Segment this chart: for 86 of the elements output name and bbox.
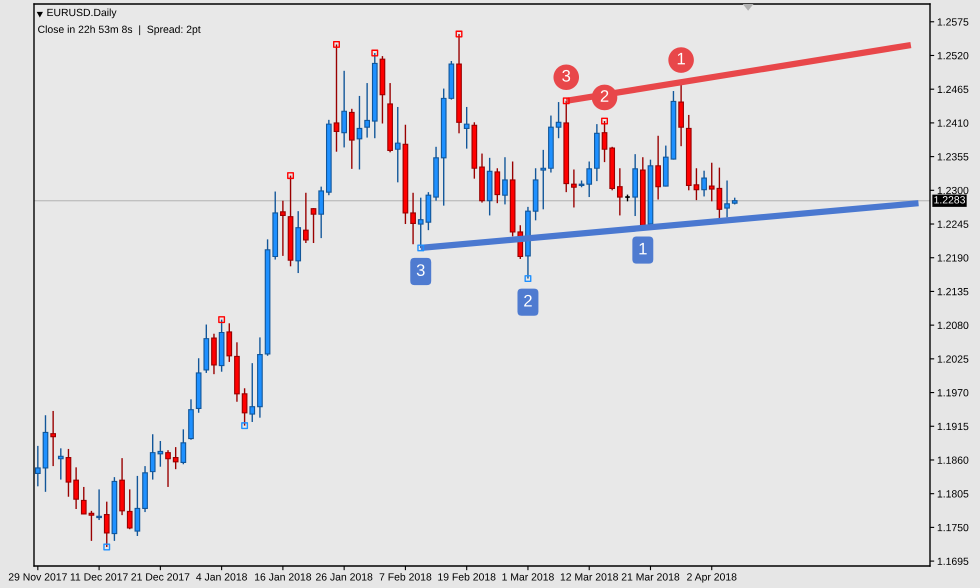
candlestick (96, 488, 102, 521)
y-tick-label: 1.2135 (938, 288, 968, 296)
x-tick-label: 12 Mar 2018 (560, 573, 618, 581)
y-tick-label: 1.1915 (938, 422, 968, 430)
candlestick (694, 168, 700, 201)
x-tick-label: 19 Feb 2018 (438, 572, 496, 581)
point (601, 118, 608, 125)
candlestick (724, 180, 730, 218)
y-tick-label: 1.2410 (938, 119, 968, 127)
candlestick (464, 106, 470, 150)
x-tick-label: 4 Jan 2018 (196, 573, 247, 581)
candlestick (502, 156, 508, 206)
point (241, 422, 248, 430)
candlestick (88, 510, 94, 542)
candlestick (58, 448, 64, 480)
candlestick (701, 170, 707, 198)
candlestick (172, 446, 179, 470)
y-tick-label: 1.2465 (938, 86, 968, 94)
x-tick-label: 11 Dec 2017 (70, 573, 128, 581)
candlestick (158, 440, 164, 468)
candlestick (80, 486, 87, 516)
point (562, 97, 570, 104)
annotation: 1 (639, 242, 647, 254)
candlestick (716, 166, 722, 220)
y-tick-label: 1.2575 (938, 18, 968, 26)
point (417, 244, 424, 252)
x-tick-label: 16 Jan 2018 (255, 573, 312, 581)
x-tick-label: 21 Mar 2018 (622, 573, 680, 581)
annotation: 2 (600, 90, 608, 102)
point (456, 30, 462, 38)
candlestick (165, 449, 171, 488)
y-tick-label: 1.1750 (938, 524, 968, 532)
x-tick-label: 26 Jan 2018 (316, 573, 372, 581)
candlestick (73, 466, 79, 510)
point (333, 40, 340, 48)
y-tick-label: 1.1860 (938, 456, 968, 464)
point (103, 544, 110, 550)
candlestick (134, 475, 140, 537)
ref-line-label: 1.2283 (934, 196, 965, 204)
annotation: 3 (562, 70, 570, 82)
candlestick (280, 200, 286, 257)
candlestick (708, 162, 715, 202)
point (218, 316, 226, 324)
candlestick (226, 322, 232, 363)
y-tick-label: 1.2080 (938, 322, 968, 330)
text: Close in 22h 53m 8s | Spread: 2pt (38, 25, 201, 36)
candlestick (150, 434, 156, 480)
x-tick-label: 1 Mar 2018 (502, 573, 554, 581)
candlestick (494, 168, 500, 204)
y-tick-label: 1.2245 (938, 220, 968, 228)
candlestick (540, 149, 546, 210)
x-tick-label: 2 Apr 2018 (687, 573, 736, 583)
annotation: 2 (524, 294, 532, 306)
y-tick-label: 1.1970 (938, 389, 968, 396)
candlestick (318, 186, 324, 239)
candlestick (180, 428, 186, 465)
y-tick-label: 1.2190 (938, 254, 968, 262)
candlestick (616, 168, 623, 216)
candlestick (655, 135, 661, 200)
candlestick (34, 445, 41, 488)
annotation: 3 (416, 264, 425, 276)
y-tick-label: 1.1695 (938, 558, 968, 565)
candlestick (586, 160, 592, 198)
candlestick (249, 362, 256, 423)
candlestick (571, 168, 577, 208)
y-tick-label: 1.2355 (938, 153, 968, 160)
point (371, 50, 378, 56)
point (287, 172, 294, 180)
candlestick (303, 192, 309, 244)
candlestick (126, 488, 133, 530)
x-tick-label: 29 Nov 2017 (8, 573, 67, 581)
candlestick (50, 410, 56, 467)
candlestick (310, 207, 316, 244)
candlestick (364, 82, 370, 138)
y-tick-label: 1.2300 (938, 186, 968, 194)
candlestick (394, 106, 401, 184)
y-tick-label: 1.2025 (938, 355, 968, 363)
candlestick (341, 70, 348, 148)
y-tick-label: 1.1805 (938, 490, 968, 498)
x-tick-label: 21 Dec 2017 (131, 573, 190, 581)
chart-title: EURUSD.Daily (47, 8, 117, 18)
candlestick (356, 95, 362, 170)
point (524, 275, 532, 282)
annotation: 1 (678, 52, 685, 64)
x-tick-label: 7 Feb 2018 (380, 572, 432, 581)
y-tick-label: 1.2520 (938, 52, 968, 60)
